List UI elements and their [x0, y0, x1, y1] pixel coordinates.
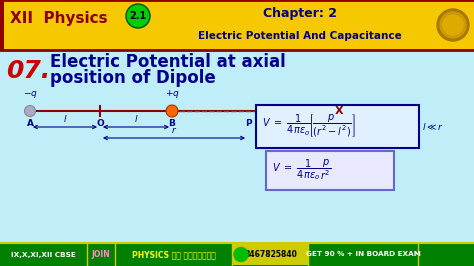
Text: B: B [169, 119, 175, 128]
Circle shape [126, 4, 150, 28]
Bar [232, 244, 308, 265]
Text: A: A [27, 119, 34, 128]
Text: 8467825840: 8467825840 [245, 250, 298, 259]
Text: $+q$: $+q$ [164, 88, 180, 100]
Text: $V\ =\ \dfrac{1}{4\pi\varepsilon_o}\!\left[\dfrac{p}{(r^2-l^2)}\right]$: $V\ =\ \dfrac{1}{4\pi\varepsilon_o}\!\le… [262, 113, 356, 139]
Text: 2.1: 2.1 [129, 11, 146, 21]
Bar [0, 243, 474, 266]
Text: JOIN: JOIN [91, 250, 110, 259]
Text: X: X [335, 106, 344, 116]
Text: $l$: $l$ [63, 113, 67, 124]
Text: XII  Physics: XII Physics [10, 11, 108, 27]
Text: Chapter: 2: Chapter: 2 [263, 7, 337, 20]
Circle shape [25, 106, 36, 117]
Circle shape [234, 247, 248, 261]
Circle shape [443, 15, 463, 35]
Bar [0, 0, 4, 50]
FancyBboxPatch shape [266, 151, 394, 189]
Text: GET 90 % + IN BOARD EXAM: GET 90 % + IN BOARD EXAM [306, 251, 420, 257]
Text: O: O [96, 119, 104, 128]
Text: $l \ll r$: $l \ll r$ [422, 120, 444, 131]
Text: Electric Potential at axial: Electric Potential at axial [50, 53, 286, 71]
Text: 07.: 07. [6, 59, 50, 83]
Bar [0, 0, 474, 50]
Text: $r$: $r$ [171, 125, 177, 135]
Text: $V\ =\ \dfrac{1}{4\pi\varepsilon_o}\dfrac{p}{r^2}$: $V\ =\ \dfrac{1}{4\pi\varepsilon_o}\dfra… [272, 157, 331, 182]
Text: Electric Potential And Capacitance: Electric Potential And Capacitance [198, 31, 402, 41]
Text: IX,X,XI,XII CBSE: IX,X,XI,XII CBSE [11, 251, 76, 257]
Circle shape [166, 105, 178, 117]
Text: P: P [245, 119, 251, 128]
Text: $-q$: $-q$ [23, 89, 37, 100]
Text: $l$: $l$ [134, 113, 138, 124]
Circle shape [437, 9, 469, 41]
Text: PHYSICS की पाठशाला: PHYSICS की पाठशाला [132, 250, 216, 259]
FancyBboxPatch shape [256, 105, 419, 148]
Text: position of Dipole: position of Dipole [50, 69, 216, 87]
Circle shape [440, 12, 466, 38]
